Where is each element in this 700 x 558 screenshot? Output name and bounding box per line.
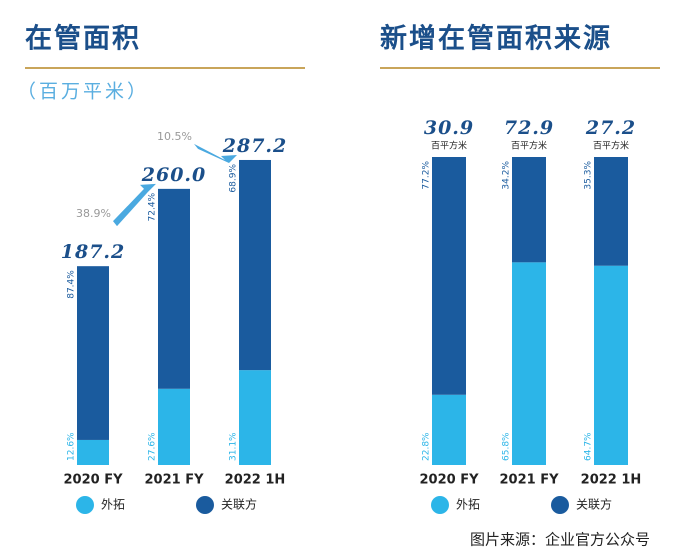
unit-label: 百平方米 [593,140,629,152]
bar-segment [594,157,628,266]
bar-segment [239,370,271,465]
segment-label: 12.6% [67,432,77,461]
chart-title: 在管面积 [25,24,141,55]
legend-swatch [196,496,214,514]
bar-segment [239,159,271,371]
bar-segment [77,266,109,440]
unit-label: 百平方米 [511,140,547,152]
segment-label: 87.4% [67,270,77,299]
legend-label: 外拓 [456,498,480,512]
legend-label: 关联方 [576,497,612,512]
growth-arrow [194,143,237,167]
bar-segment [512,157,546,263]
segment-label: 34.2% [502,161,512,190]
x-tick-label: 2021 FY [499,473,559,488]
total-label: 72.9 [504,117,554,139]
segment-label: 22.8% [422,432,432,461]
total-label: 260.0 [141,164,207,186]
total-label: 187.2 [61,241,126,263]
bar-segment [432,157,466,395]
legend-swatch [551,496,569,514]
total-label: 287.2 [222,135,288,157]
chart-title: 新增在管面积来源 [380,23,612,55]
legend-label: 关联方 [221,497,257,512]
segment-label: 72.4% [148,192,158,221]
growth-label: 10.5% [157,130,192,143]
total-label: 30.9 [424,117,474,139]
bar-segment [77,439,109,465]
segment-label: 68.9% [229,164,239,193]
segment-label: 31.1% [229,432,239,461]
subtitle: （百万平米） [17,81,149,103]
segment-label: 64.7% [584,432,594,461]
x-tick-label: 2020 FY [63,473,123,488]
legend-swatch [76,496,94,514]
legend-label: 外拓 [101,498,125,512]
x-tick-label: 2021 FY [144,473,204,488]
bar-segment [158,188,190,389]
growth-label: 38.9% [76,207,111,220]
x-tick-label: 2022 1H [581,473,642,488]
segment-label: 77.2% [422,161,432,190]
source: 图片来源：企业官方公众号 [470,531,650,549]
unit-label: 百平方米 [431,140,467,152]
bar-segment [158,388,190,465]
bar-segment [594,265,628,465]
growth-arrow [113,183,156,227]
total-label: 27.2 [585,117,636,139]
segment-label: 27.6% [148,432,158,461]
legend-swatch [431,496,449,514]
x-tick-label: 2020 FY [419,473,479,488]
segment-label: 65.8% [502,432,512,461]
bar-segment [432,394,466,465]
x-tick-label: 2022 1H [225,473,286,488]
bar-segment [512,262,546,465]
segment-label: 35.3% [584,161,594,190]
